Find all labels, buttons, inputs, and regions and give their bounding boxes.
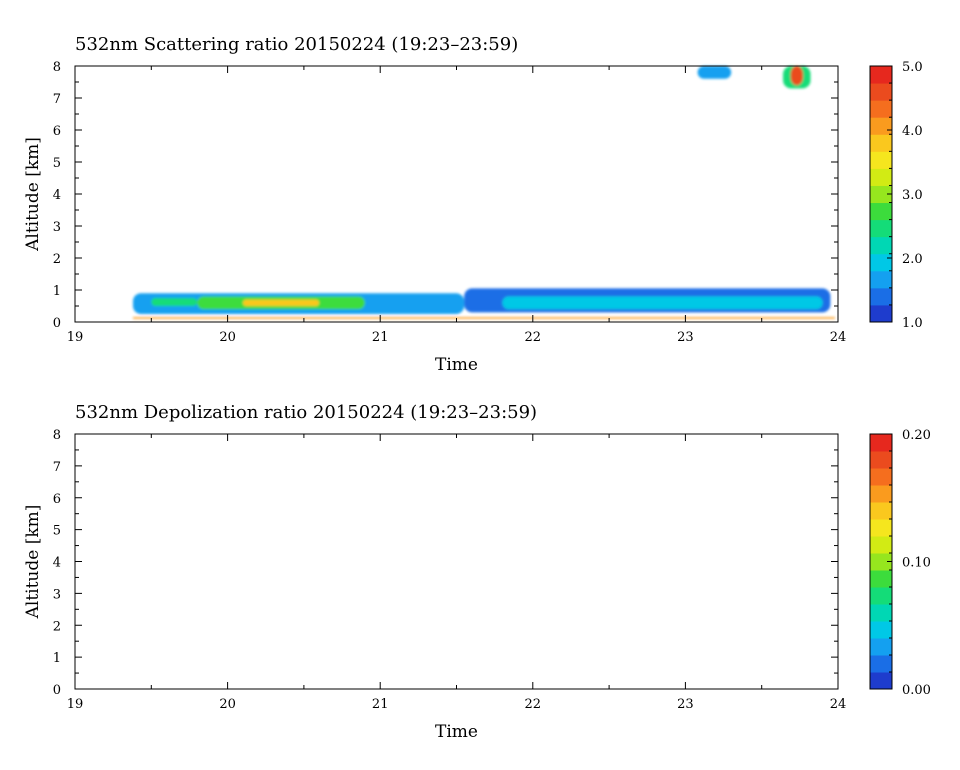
y-tick-label: 5	[53, 524, 61, 539]
colorbar-segment	[870, 236, 892, 255]
colorbar-segment	[870, 485, 892, 503]
colorbar-segment	[870, 100, 892, 118]
y-axis-label: Altitude [km]	[23, 137, 43, 252]
x-tick-label: 22	[525, 330, 542, 345]
data-features	[132, 66, 835, 319]
y-tick-label: 6	[53, 492, 61, 507]
x-tick-label: 22	[525, 697, 542, 712]
y-tick-label: 7	[53, 460, 61, 475]
y-tick-label: 7	[53, 92, 61, 107]
x-tick-label: 20	[219, 330, 236, 345]
y-tick-label: 8	[53, 60, 61, 75]
colorbar: 1.0 2.0 3.0 4.0 5.0	[869, 60, 923, 331]
x-tick-label: 23	[677, 330, 694, 345]
x-tick-label: 21	[372, 330, 389, 345]
y-tick-label: 6	[53, 124, 61, 139]
colorbar-segment	[870, 570, 892, 588]
colorbar-segment	[870, 536, 892, 554]
chart-title: 532nm Scattering ratio 20150224 (19:23–2…	[75, 34, 518, 55]
colorbar-segment	[870, 638, 892, 656]
colorbar-segment	[870, 604, 892, 622]
y-tick-label: 2	[53, 252, 61, 267]
colorbar-segment	[870, 287, 892, 306]
heatmap-cell-4	[151, 298, 198, 306]
heatmap-cell-6	[502, 296, 823, 310]
x-axis-label: Time	[435, 722, 478, 742]
colorbar-tick-label: 0.20	[902, 428, 931, 443]
heatmap-cell-7	[697, 66, 732, 79]
y-tick-label: 1	[53, 651, 61, 666]
colorbar-segment	[870, 468, 892, 486]
x-tick-label: 24	[830, 330, 847, 345]
y-axis-label: Altitude [km]	[23, 505, 43, 620]
colorbar-tick-label: 1.0	[902, 316, 923, 331]
colorbar-segment	[870, 304, 892, 323]
colorbar-tick-label: 3.0	[902, 188, 923, 203]
colorbar-tick-label: 0.10	[902, 556, 931, 571]
y-tick-label: 4	[53, 188, 61, 203]
y-tick-label: 3	[53, 220, 61, 235]
colorbar-tick-label: 0.00	[902, 683, 931, 698]
x-tick-label: 21	[372, 697, 389, 712]
y-tick-label: 1	[53, 284, 61, 299]
colorbar-segment	[870, 253, 892, 272]
colorbar-segment	[870, 519, 892, 537]
x-axis-label: Time	[435, 355, 478, 375]
y-tick-label: 3	[53, 587, 61, 602]
colorbar-tick-label: 5.0	[902, 60, 923, 75]
x-tick-label: 24	[830, 697, 847, 712]
colorbar-segment	[870, 185, 892, 204]
colorbar-tick-label: 2.0	[902, 252, 923, 267]
chart-title: 532nm Depolization ratio 20150224 (19:23…	[75, 402, 537, 423]
y-tick-label: 4	[53, 556, 61, 571]
colorbar-segment	[870, 451, 892, 469]
colorbar-segment	[870, 553, 892, 571]
y-tick-label: 5	[53, 156, 61, 171]
colorbar-segment	[870, 502, 892, 520]
colorbar-segment	[870, 66, 892, 84]
chart-panel-1: 532nm Scattering ratio 20150224 (19:23–2…	[23, 34, 923, 375]
y-tick-label: 2	[53, 619, 61, 634]
colorbar-segment	[870, 587, 892, 605]
heatmap-cell-9	[790, 66, 803, 86]
colorbar-segment	[870, 219, 892, 238]
colorbar-segment	[870, 117, 892, 135]
colorbar-tick-label: 4.0	[902, 124, 923, 139]
plot-frame	[74, 433, 839, 690]
plot-frame	[74, 65, 839, 323]
y-tick-label: 0	[53, 683, 61, 698]
colorbar: 0.00 0.10 0.20	[869, 428, 931, 698]
colorbar-segment	[870, 655, 892, 673]
colorbar-segment	[870, 270, 892, 289]
colorbar-segment	[870, 202, 892, 221]
x-tick-label: 19	[67, 330, 84, 345]
colorbar-segment	[870, 83, 892, 101]
heatmap-cell-3	[242, 299, 320, 306]
x-tick-label: 23	[677, 697, 694, 712]
x-tick-label: 20	[219, 697, 236, 712]
x-tick-label: 19	[67, 697, 84, 712]
chart-panel-2: 532nm Depolization ratio 20150224 (19:23…	[23, 402, 931, 742]
colorbar-segment	[870, 151, 892, 169]
colorbar-segment	[870, 672, 892, 690]
y-tick-label: 8	[53, 428, 61, 443]
colorbar-segment	[870, 621, 892, 639]
colorbar-segment	[870, 168, 892, 186]
colorbar-segment	[870, 134, 892, 152]
y-tick-label: 0	[53, 316, 61, 331]
colorbar-segment	[870, 434, 892, 452]
heatmap-cell-10	[132, 317, 835, 319]
